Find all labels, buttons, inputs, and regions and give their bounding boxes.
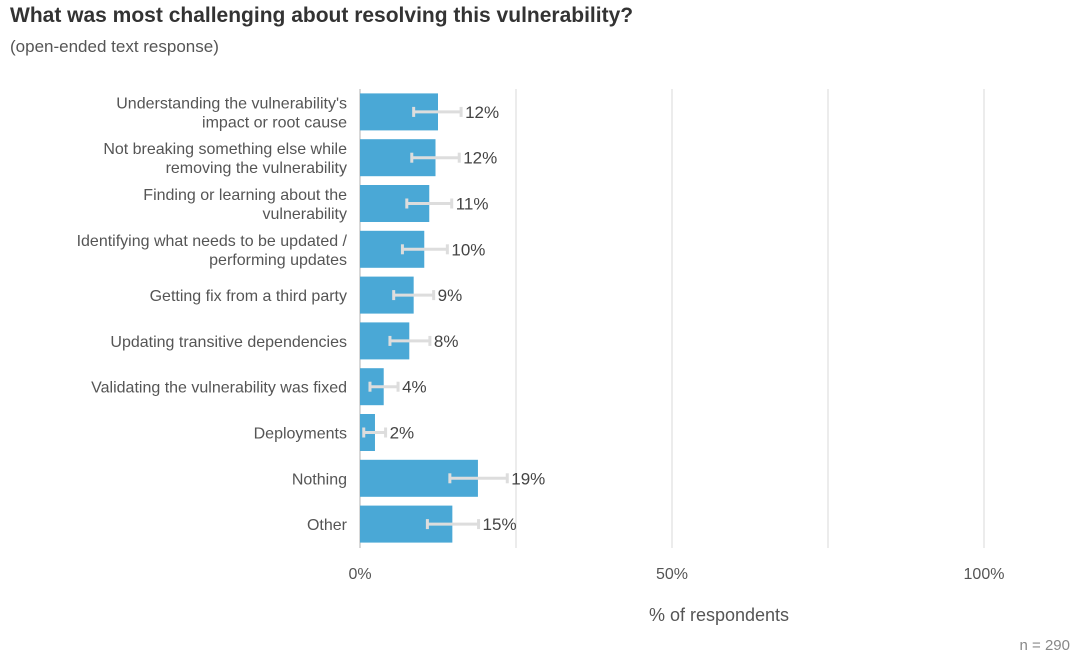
- category-label: Identifying what needs to be updated /: [77, 233, 348, 250]
- category-label: Not breaking something else while: [103, 141, 347, 158]
- data-label: 2%: [390, 424, 415, 443]
- category-label: Nothing: [292, 471, 347, 488]
- category-label: Getting fix from a third party: [150, 288, 347, 305]
- x-tick-label: 100%: [964, 566, 1005, 583]
- x-tick-label: 0%: [348, 566, 371, 583]
- data-label: 12%: [465, 103, 499, 122]
- chart-subtitle: (open-ended text response): [10, 37, 219, 56]
- data-label: 19%: [511, 469, 545, 488]
- x-axis-label: % of respondents: [649, 605, 789, 625]
- data-label: 8%: [434, 332, 459, 351]
- data-label: 9%: [438, 286, 463, 305]
- data-label: 10%: [451, 240, 485, 259]
- data-label: 12%: [463, 149, 497, 168]
- category-label: Updating transitive dependencies: [110, 334, 347, 351]
- category-label: Finding or learning about the: [143, 187, 347, 204]
- category-label: performing updates: [209, 252, 347, 269]
- category-label: vulnerability: [263, 206, 347, 223]
- category-label: impact or root cause: [202, 114, 347, 131]
- category-label: Understanding the vulnerability's: [116, 95, 347, 112]
- x-tick-label: 50%: [656, 566, 688, 583]
- data-label: 4%: [402, 378, 427, 397]
- sample-size-note: n = 290: [1019, 637, 1070, 654]
- category-label: Other: [307, 517, 348, 534]
- data-label: 15%: [483, 515, 517, 534]
- category-label: Deployments: [254, 426, 347, 443]
- category-label: Validating the vulnerability was fixed: [91, 380, 347, 397]
- chart-title: What was most challenging about resolvin…: [10, 4, 634, 27]
- category-label: removing the vulnerability: [166, 160, 347, 177]
- data-label: 11%: [456, 195, 489, 214]
